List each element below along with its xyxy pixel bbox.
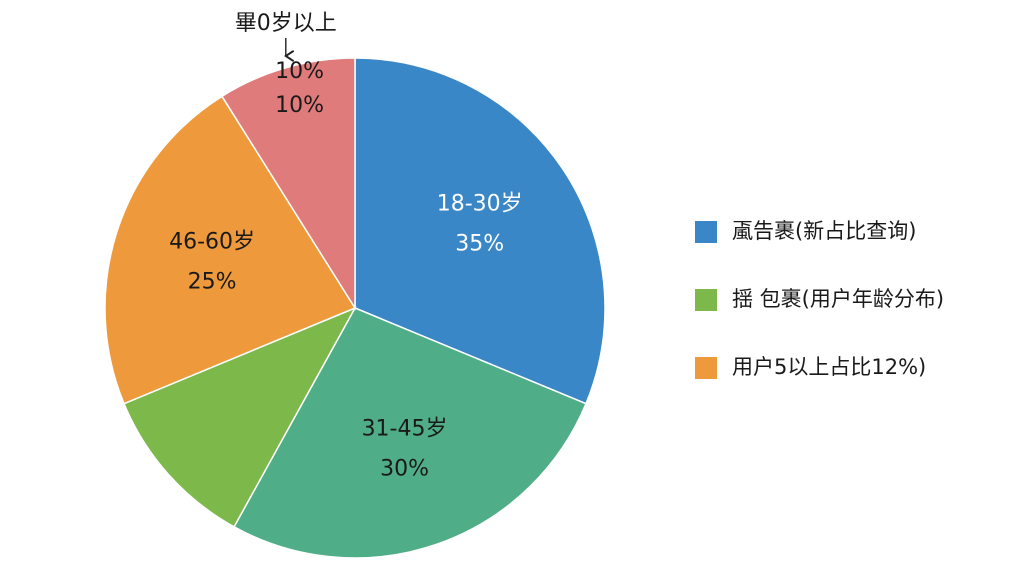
- legend-swatch: [695, 221, 717, 243]
- slice-value-label: 35%: [455, 232, 504, 257]
- slice-category-label: 31-45岁: [362, 417, 448, 442]
- pie-slice: [123, 306, 357, 528]
- legend-label: 揺 包裹(用户年龄分布): [732, 287, 944, 311]
- slice-annotation: 10%: [275, 93, 324, 118]
- slice-value-label: 10%: [275, 59, 324, 84]
- legend-swatch: [695, 357, 717, 379]
- pie-slice: [233, 307, 587, 559]
- pie-slice: [354, 57, 606, 405]
- legend-label: 用户5以上占比12%): [732, 355, 926, 379]
- slice-category-label: 畢0岁以上: [235, 11, 337, 36]
- pie-slice: [104, 95, 357, 405]
- slice-category-label: 18-30岁: [437, 192, 523, 217]
- legend-swatch: [695, 289, 717, 311]
- slice-value-label: 25%: [188, 269, 237, 294]
- legend-label: 颪告裹(新占比查询): [732, 219, 916, 243]
- slice-value-label: 30%: [380, 457, 429, 482]
- slice-category-label: 46-60岁: [169, 229, 255, 254]
- pie-slice: [220, 57, 356, 311]
